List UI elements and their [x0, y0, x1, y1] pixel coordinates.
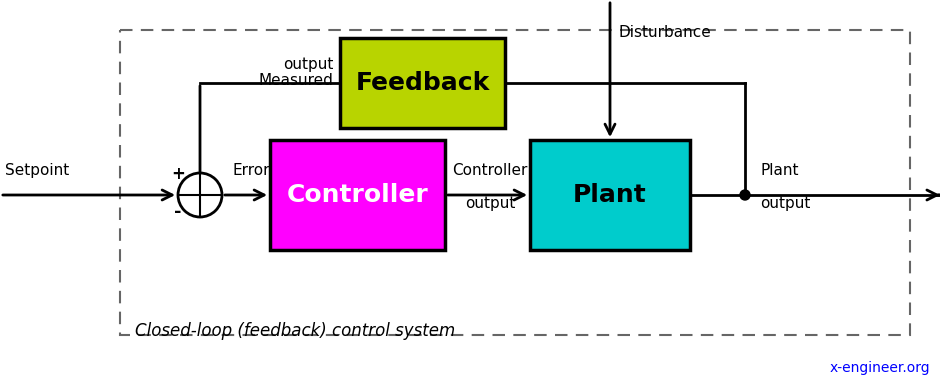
Bar	[120, 30, 910, 335]
Text: Measured: Measured	[258, 73, 333, 88]
Bar	[530, 140, 690, 250]
Circle shape	[740, 190, 750, 200]
Text: Closed-loop (feedback) control system: Closed-loop (feedback) control system	[135, 322, 455, 340]
Text: Plant: Plant	[573, 183, 647, 207]
Bar	[340, 38, 505, 128]
Text: output: output	[760, 196, 810, 211]
Text: -: -	[174, 203, 181, 221]
Text: output: output	[464, 196, 515, 211]
Text: Setpoint: Setpoint	[5, 163, 70, 178]
Text: Controller: Controller	[452, 163, 527, 178]
Text: +: +	[171, 165, 185, 183]
Text: Disturbance: Disturbance	[618, 25, 711, 40]
Bar	[270, 140, 445, 250]
Text: Error: Error	[232, 163, 270, 178]
Text: output: output	[283, 57, 333, 72]
Text: Feedback: Feedback	[355, 71, 490, 95]
Text: Controller: Controller	[287, 183, 429, 207]
Ellipse shape	[178, 173, 222, 217]
Text: x-engineer.org: x-engineer.org	[829, 361, 930, 375]
Text: Plant: Plant	[760, 163, 798, 178]
